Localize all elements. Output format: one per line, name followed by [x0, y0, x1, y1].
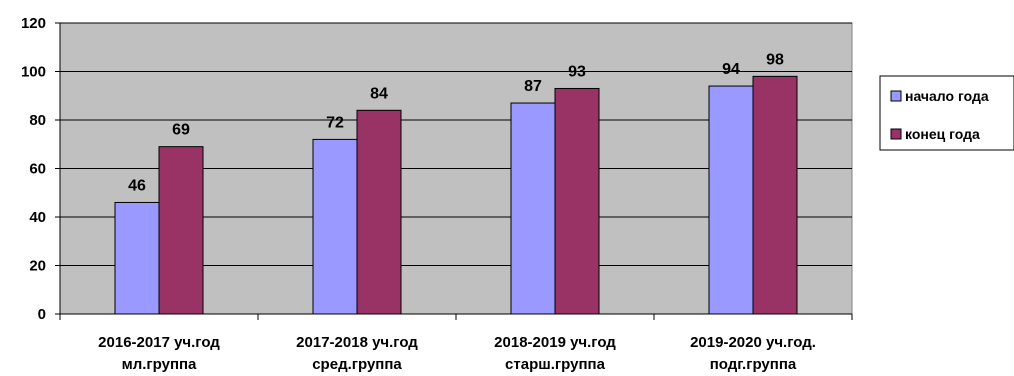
category-label: 2019-2020 уч.год.: [690, 334, 816, 351]
data-label: 72: [326, 114, 344, 131]
category-label: мл.группа: [122, 356, 197, 373]
category-label: подг.группа: [710, 356, 797, 373]
category-label: сред.группа: [312, 356, 402, 373]
category-label: старш.группа: [505, 356, 606, 373]
y-tick-label: 80: [29, 112, 46, 129]
bar: [511, 103, 555, 314]
bar: [555, 88, 599, 314]
bar: [115, 202, 159, 314]
y-tick-label: 0: [38, 306, 46, 323]
legend: начало года конец года: [880, 76, 1014, 150]
legend-swatch-start: [891, 91, 901, 101]
category-label: 2016-2017 уч.год: [98, 334, 220, 351]
legend-swatch-end: [891, 129, 901, 139]
y-tick-label: 60: [29, 161, 46, 178]
data-label: 98: [766, 51, 784, 68]
data-label: 46: [128, 177, 146, 194]
category-labels: 2016-2017 уч.год мл.группа 2017-2018 уч.го…: [98, 334, 816, 373]
data-label: 93: [568, 63, 586, 80]
y-tick-label: 40: [29, 209, 46, 226]
y-tick-label: 120: [21, 15, 46, 32]
category-label: 2017-2018 уч.год: [296, 334, 418, 351]
category-label: 2018-2019 уч.год: [494, 334, 616, 351]
data-label: 84: [370, 85, 388, 102]
data-label: 94: [722, 61, 740, 78]
bar: [313, 139, 357, 314]
y-tick-label: 20: [29, 258, 46, 275]
data-label: 87: [524, 78, 542, 95]
bar: [753, 76, 797, 314]
data-label: 69: [172, 122, 190, 139]
legend-label-start: начало года: [905, 88, 989, 104]
legend-label-end: конец года: [905, 126, 980, 142]
bar: [709, 86, 753, 314]
y-tick-label: 100: [21, 64, 46, 81]
bar: [159, 147, 203, 314]
y-tick-labels: 0 20 40 60 80 100 120: [21, 15, 46, 323]
bar: [357, 110, 401, 314]
